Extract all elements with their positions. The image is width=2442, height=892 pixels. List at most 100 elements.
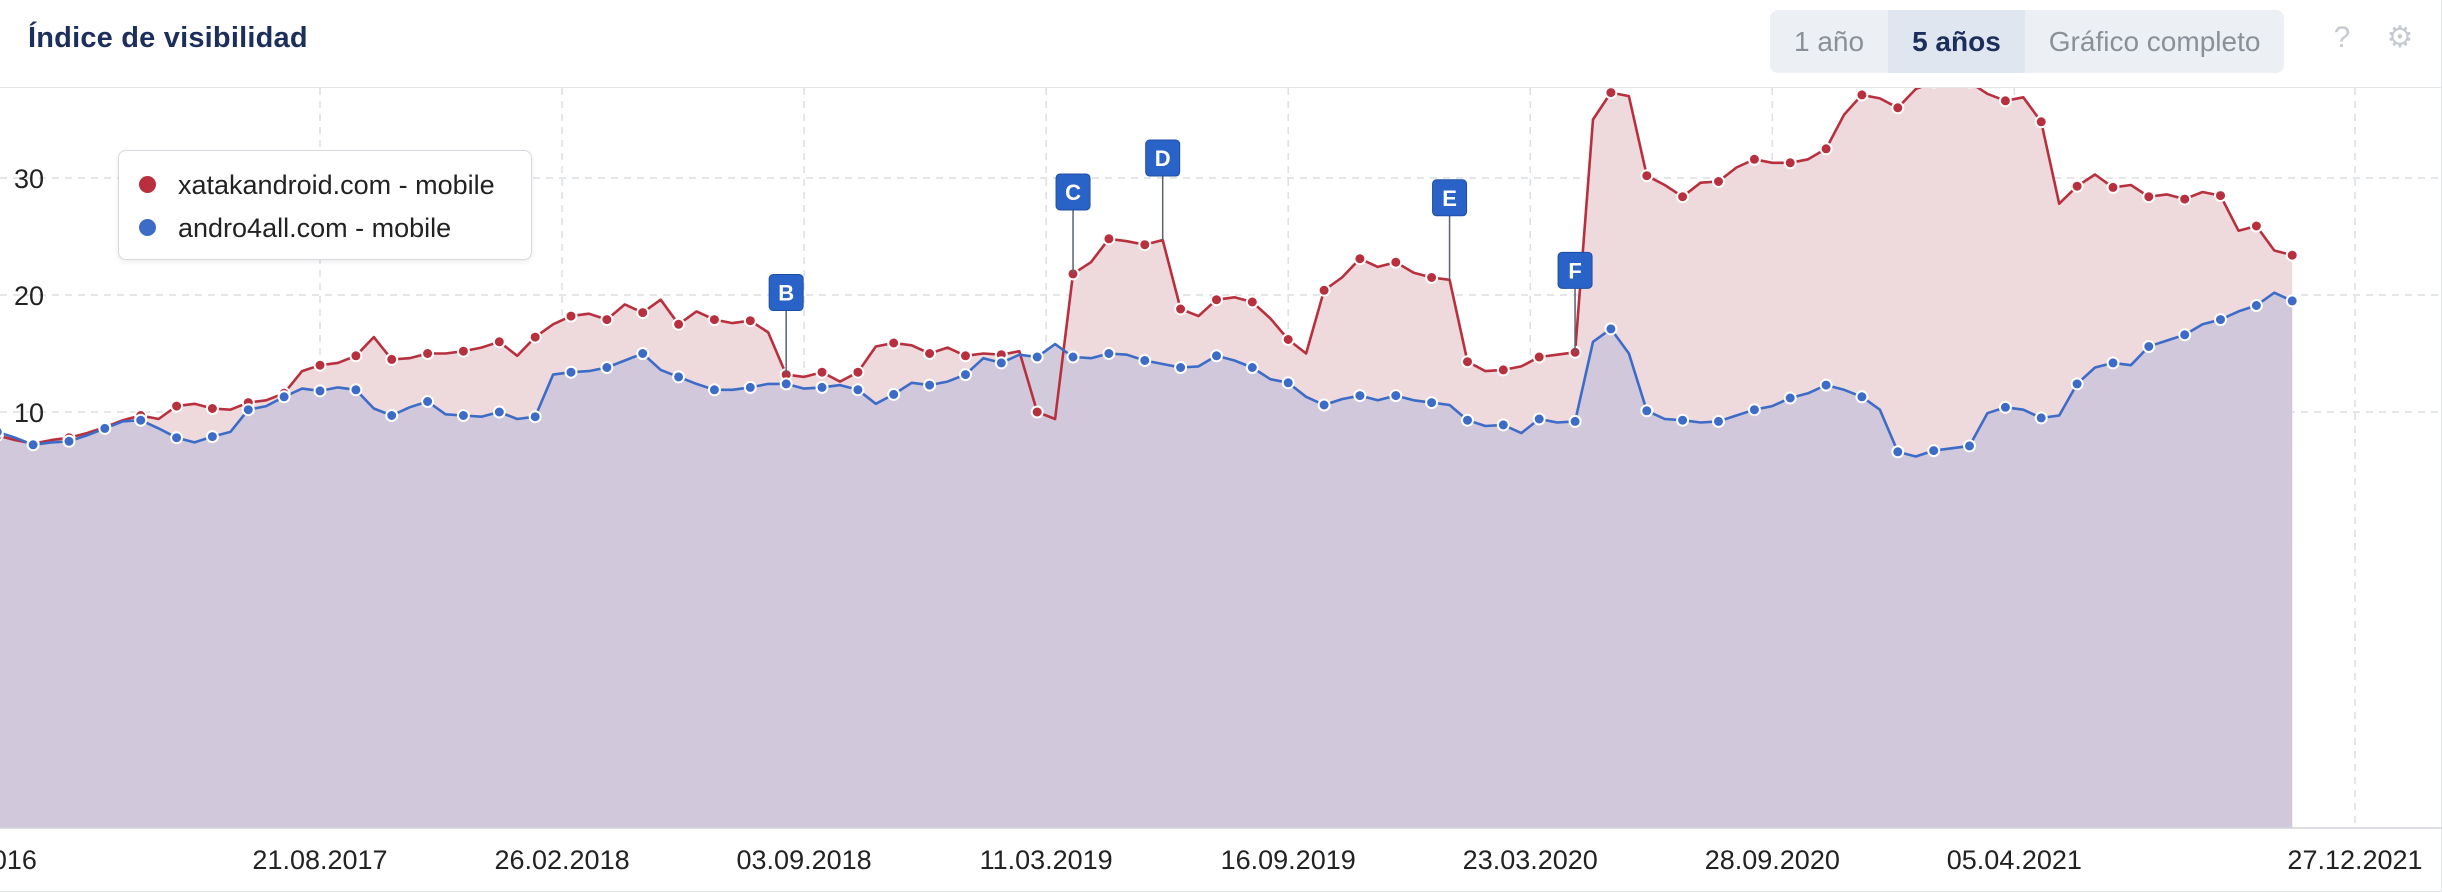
- event-marker-b: B: [768, 274, 804, 375]
- data-point: [1532, 412, 1546, 426]
- data-point: [1891, 101, 1905, 115]
- data-point: [2142, 190, 2156, 204]
- event-marker-label: E: [1442, 186, 1457, 211]
- data-point: [1317, 398, 1331, 412]
- data-point: [1963, 439, 1976, 453]
- data-point: [2178, 192, 2192, 206]
- data-point: [1102, 232, 1116, 246]
- data-point: [134, 413, 148, 427]
- data-point: [2142, 340, 2156, 353]
- range-1-year-button[interactable]: 1 año: [1794, 26, 1865, 57]
- data-point: [672, 370, 686, 384]
- data-point: [1819, 142, 1833, 156]
- data-point: [1604, 88, 1618, 100]
- x-tick-label: 21.11.2016: [0, 845, 37, 875]
- x-tick-label: 05.04.2021: [1947, 845, 2082, 875]
- range-selector: 1 año 5 años Gráfico completo: [1770, 10, 2285, 73]
- data-point: [528, 410, 542, 424]
- data-point: [1245, 295, 1259, 309]
- chart-legend: xatakandroid.com - mobile andro4all.com …: [118, 150, 532, 260]
- data-point: [743, 380, 757, 394]
- data-point: [1998, 400, 2012, 414]
- data-point: [1568, 414, 1582, 428]
- gear-icon[interactable]: ⚙: [2386, 21, 2414, 54]
- data-point: [707, 313, 721, 327]
- data-point: [1640, 169, 1654, 183]
- x-tick-label: 23.03.2020: [1463, 845, 1598, 875]
- data-point: [923, 378, 937, 392]
- data-point: [779, 377, 793, 391]
- data-point: [456, 344, 470, 358]
- data-point: [0, 425, 4, 438]
- data-point: [2178, 328, 2192, 342]
- x-axis: 21.11.2016 21.08.2017 26.02.2018 03.09.2018…: [0, 827, 2442, 875]
- x-tick-label: 03.09.2018: [737, 845, 872, 875]
- data-point: [2249, 299, 2263, 312]
- data-point: [564, 309, 578, 323]
- data-point: [1496, 418, 1510, 432]
- data-point: [2034, 115, 2048, 129]
- data-point: [600, 313, 614, 327]
- event-marker-label: B: [778, 281, 794, 306]
- data-point: [1030, 350, 1044, 364]
- data-point: [1102, 347, 1116, 360]
- data-point: [887, 336, 901, 350]
- data-point: [385, 352, 399, 366]
- data-point: [1998, 94, 2012, 108]
- data-point: [1712, 414, 1725, 428]
- series-points: [0, 88, 2299, 459]
- y-tick-label: 30: [14, 164, 44, 194]
- legend-label: andro4all.com - mobile: [178, 213, 452, 243]
- event-markers: ABCDEF: [768, 139, 1593, 375]
- data-point: [1389, 255, 1403, 269]
- data-point: [1425, 396, 1439, 410]
- y-axis: 10 20 30: [14, 164, 44, 428]
- data-point: [1461, 413, 1474, 427]
- event-marker-f: F: [1557, 251, 1593, 353]
- data-point: [1712, 175, 1725, 188]
- data-point: [851, 383, 865, 397]
- event-marker-box: [1432, 179, 1468, 217]
- data-point: [815, 365, 829, 379]
- event-marker-c: C: [1055, 173, 1091, 274]
- data-point: [2285, 294, 2299, 308]
- data-point: [1855, 88, 1869, 102]
- data-point: [2285, 248, 2299, 262]
- data-point: [851, 365, 865, 379]
- data-point: [349, 383, 363, 397]
- x-tick-label: 27.12.2021: [2287, 845, 2422, 875]
- data-point: [205, 430, 219, 444]
- event-marker-box: [1145, 139, 1181, 177]
- data-point: [1353, 389, 1367, 403]
- range-full-chart-button[interactable]: Gráfico completo: [2048, 26, 2261, 57]
- data-point: [313, 384, 327, 398]
- event-marker-box: [768, 274, 804, 312]
- data-point: [1317, 283, 1331, 297]
- data-point: [1281, 376, 1295, 390]
- legend-item-andro4all[interactable]: andro4all.com - mobile: [139, 208, 451, 248]
- question-icon[interactable]: ?: [2333, 21, 2351, 54]
- data-point: [2070, 377, 2084, 391]
- data-point: [26, 438, 40, 452]
- data-point: [1819, 378, 1833, 392]
- data-point: [887, 387, 901, 401]
- x-tick-label: 28.09.2020: [1705, 845, 1840, 875]
- legend-item-xatakandroid[interactable]: xatakandroid.com - mobile: [139, 165, 495, 205]
- data-point: [743, 314, 757, 328]
- range-5-years-button[interactable]: 5 años: [1888, 10, 2025, 73]
- event-marker-label: D: [1155, 146, 1171, 171]
- data-point: [1783, 156, 1797, 170]
- data-point: [492, 335, 506, 349]
- data-point: [2034, 411, 2048, 425]
- legend-label: xatakandroid.com - mobile: [178, 170, 495, 200]
- data-point: [2070, 179, 2084, 193]
- x-tick-label: 16.09.2019: [1221, 845, 1356, 875]
- data-point: [1532, 350, 1546, 364]
- event-marker-label: F: [1568, 258, 1581, 283]
- data-point: [98, 421, 112, 435]
- data-point: [1245, 361, 1259, 374]
- data-point: [959, 349, 972, 363]
- widget-header: Índice de visibilidad 1 año 5 años Gráfi…: [0, 0, 2442, 88]
- data-point: [1496, 363, 1510, 377]
